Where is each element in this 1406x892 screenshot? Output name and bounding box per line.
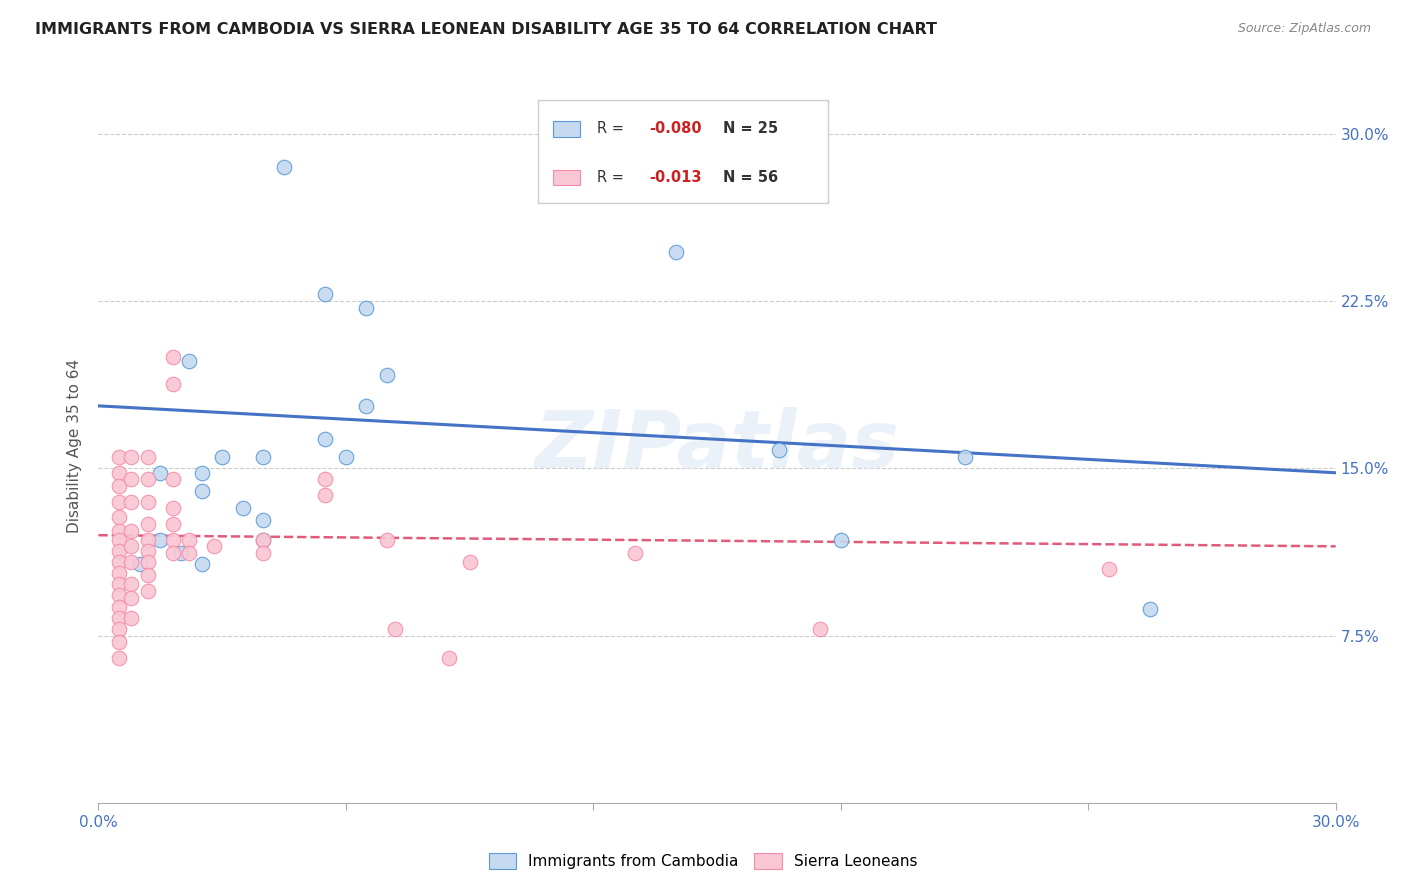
Point — [252, 512, 274, 526]
Point — [437, 651, 460, 665]
Point — [179, 546, 201, 560]
Point — [120, 577, 142, 591]
Point — [108, 524, 131, 538]
Point — [179, 533, 201, 547]
Point — [136, 517, 159, 532]
Point — [830, 533, 852, 547]
Point — [120, 555, 142, 569]
Point — [211, 450, 233, 465]
Point — [108, 494, 131, 508]
Point — [108, 555, 131, 569]
FancyBboxPatch shape — [537, 100, 828, 203]
Point — [108, 510, 131, 524]
Point — [136, 555, 159, 569]
Point — [202, 539, 225, 553]
Point — [808, 622, 831, 636]
FancyBboxPatch shape — [553, 121, 579, 136]
Text: -0.080: -0.080 — [650, 121, 702, 136]
Point — [356, 301, 378, 315]
Point — [120, 591, 142, 605]
Point — [375, 533, 398, 547]
Point — [108, 466, 131, 480]
Point — [623, 546, 645, 560]
Y-axis label: Disability Age 35 to 64: Disability Age 35 to 64 — [67, 359, 83, 533]
Point — [232, 501, 254, 516]
Point — [1139, 602, 1161, 616]
Point — [136, 568, 159, 582]
Text: R =: R = — [598, 170, 628, 185]
Point — [314, 488, 336, 502]
Point — [162, 517, 184, 532]
Point — [665, 244, 688, 259]
Point — [120, 539, 142, 553]
Point — [170, 546, 193, 560]
Point — [136, 494, 159, 508]
Point — [108, 577, 131, 591]
Point — [108, 635, 131, 649]
Point — [314, 287, 336, 301]
Point — [273, 161, 295, 175]
Point — [335, 450, 357, 465]
Point — [108, 651, 131, 665]
Point — [120, 610, 142, 624]
Point — [162, 473, 184, 487]
Point — [136, 583, 159, 598]
Point — [108, 450, 131, 465]
Point — [252, 533, 274, 547]
Point — [120, 524, 142, 538]
Point — [384, 622, 406, 636]
Point — [162, 501, 184, 516]
Point — [162, 376, 184, 391]
Point — [252, 450, 274, 465]
Point — [190, 483, 212, 498]
Point — [108, 479, 131, 493]
Point — [314, 433, 336, 447]
Point — [179, 354, 201, 368]
Point — [136, 450, 159, 465]
Point — [252, 533, 274, 547]
Point — [108, 533, 131, 547]
Point — [108, 610, 131, 624]
Text: -0.013: -0.013 — [650, 170, 702, 185]
Point — [162, 350, 184, 364]
Text: N = 25: N = 25 — [723, 121, 779, 136]
Point — [108, 599, 131, 614]
Point — [252, 546, 274, 560]
Point — [108, 566, 131, 581]
Point — [136, 473, 159, 487]
Legend: Immigrants from Cambodia, Sierra Leoneans: Immigrants from Cambodia, Sierra Leonean… — [482, 847, 924, 875]
Point — [458, 555, 481, 569]
Point — [190, 466, 212, 480]
Point — [108, 543, 131, 558]
Text: N = 56: N = 56 — [723, 170, 779, 185]
Text: R =: R = — [598, 121, 628, 136]
Point — [162, 546, 184, 560]
Point — [120, 450, 142, 465]
Point — [120, 494, 142, 508]
Text: ZIPatlas: ZIPatlas — [534, 407, 900, 485]
Point — [120, 473, 142, 487]
Point — [136, 543, 159, 558]
Point — [128, 557, 150, 572]
Point — [375, 368, 398, 382]
Point — [162, 533, 184, 547]
Point — [768, 443, 790, 458]
Point — [190, 557, 212, 572]
Point — [108, 622, 131, 636]
Point — [149, 533, 172, 547]
Text: IMMIGRANTS FROM CAMBODIA VS SIERRA LEONEAN DISABILITY AGE 35 TO 64 CORRELATION C: IMMIGRANTS FROM CAMBODIA VS SIERRA LEONE… — [35, 22, 938, 37]
Point — [1098, 562, 1121, 576]
Point — [149, 466, 172, 480]
Point — [953, 450, 976, 465]
Point — [356, 399, 378, 413]
Point — [108, 589, 131, 603]
FancyBboxPatch shape — [553, 169, 579, 186]
Point — [136, 533, 159, 547]
Text: Source: ZipAtlas.com: Source: ZipAtlas.com — [1237, 22, 1371, 36]
Point — [314, 473, 336, 487]
